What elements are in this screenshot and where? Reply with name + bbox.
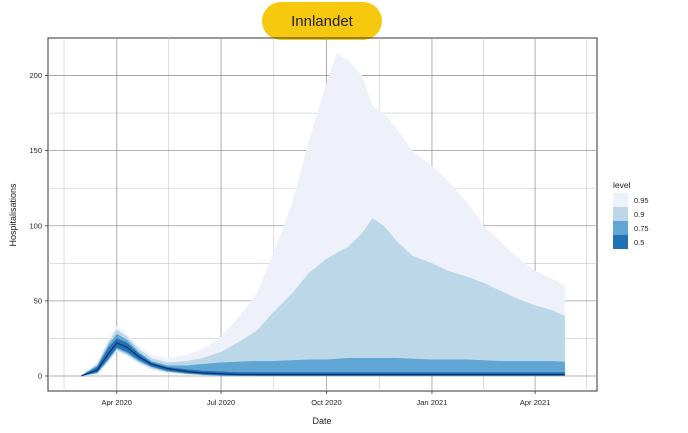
band-0-9 <box>81 218 565 376</box>
legend-swatch <box>613 207 628 221</box>
x-tick-label: Oct 2020 <box>311 398 341 407</box>
y-tick-label: 200 <box>29 71 42 80</box>
ribbons <box>80 53 565 377</box>
y-tick-label: 100 <box>29 221 42 230</box>
median-line <box>80 342 565 377</box>
y-tick-label: 0 <box>38 371 42 380</box>
x-tick-label: Apr 2020 <box>102 398 132 407</box>
y-axis: 0 50 100 150 200 <box>29 71 48 380</box>
x-tick-label: Apr 2021 <box>520 398 550 407</box>
x-tick-label: Jan 2021 <box>417 398 448 407</box>
y-tick-label: 50 <box>34 296 42 305</box>
legend-title: level <box>613 180 631 190</box>
x-axis: Apr 2020 Jul 2020 Oct 2020 Jan 2021 Apr 2021 <box>102 391 550 407</box>
legend-swatch <box>613 193 628 207</box>
y-axis-title: Hospitalisations <box>8 183 18 247</box>
x-axis-title: Date <box>312 416 331 426</box>
legend-label: 0.9 <box>634 210 644 219</box>
legend-label: 0.95 <box>634 196 649 205</box>
y-tick-label: 150 <box>29 146 42 155</box>
legend-label: 0.5 <box>634 238 644 247</box>
chart-title-badge: Innlandet <box>262 2 382 40</box>
legend-label: 0.75 <box>634 224 649 233</box>
legend-swatch <box>613 235 628 249</box>
plot-frame <box>47 37 598 392</box>
x-tick-label: Jul 2020 <box>207 398 235 407</box>
legend-swatch <box>613 221 628 235</box>
band-0-5 <box>81 338 565 376</box>
chart-title: Innlandet <box>291 12 353 30</box>
band-0-75 <box>81 333 565 376</box>
